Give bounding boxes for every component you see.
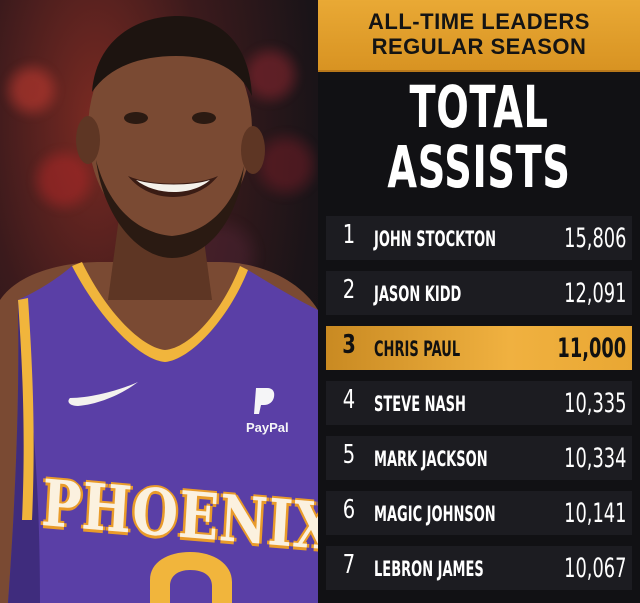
leaderboard-panel: ALL-TIME LEADERS REGULAR SEASON TOTAL AS… <box>318 0 640 603</box>
player-figure <box>0 16 318 603</box>
row-background <box>326 216 632 260</box>
leader-row: 4 STEVE NASH 10,335 <box>318 377 640 429</box>
row-background <box>326 436 632 480</box>
rank-number: 2 <box>342 275 356 305</box>
player-photo: PayPal PHOENIX <box>0 0 318 603</box>
paypal-icon <box>254 388 275 414</box>
title-line-1: TOTAL <box>409 73 549 141</box>
leader-row: 2 JASON KIDD 12,091 <box>318 267 640 319</box>
assist-total: 10,141 <box>563 498 626 529</box>
header-line-1: ALL-TIME LEADERS <box>368 9 590 34</box>
leader-row-highlighted: 3 CHRIS PAUL 11,000 <box>318 322 640 374</box>
player-name: CHRIS PAUL <box>374 337 461 361</box>
assist-total: 12,091 <box>563 278 626 309</box>
player-name: JOHN STOCKTON <box>374 227 497 251</box>
row-background <box>326 491 632 535</box>
row-background <box>326 271 632 315</box>
jersey-text: PHOENIX <box>39 466 318 566</box>
player-name: LEBRON JAMES <box>374 557 484 581</box>
player-name: MARK JACKSON <box>374 447 488 471</box>
assist-total: 15,806 <box>563 223 626 254</box>
player-name: MAGIC JOHNSON <box>374 502 496 526</box>
rank-number: 5 <box>342 440 356 470</box>
assist-total: 10,067 <box>563 553 626 584</box>
row-background <box>326 546 632 590</box>
assist-total: 10,335 <box>563 388 626 419</box>
assist-total: 11,000 <box>557 333 626 364</box>
row-background <box>326 381 632 425</box>
leader-row: 7 LEBRON JAMES 10,067 <box>318 542 640 594</box>
rank-number: 6 <box>342 495 356 525</box>
row-background <box>326 326 632 370</box>
header-banner: ALL-TIME LEADERS REGULAR SEASON <box>318 0 640 72</box>
assist-total: 10,334 <box>563 443 626 474</box>
player-name: STEVE NASH <box>374 392 466 416</box>
player-name: JASON KIDD <box>374 282 462 306</box>
rank-number: 7 <box>342 550 356 580</box>
jersey-wordmark: PHOENIX <box>40 466 318 566</box>
title-line-2: ASSISTS <box>387 133 571 201</box>
sponsor-label: PayPal <box>246 420 289 435</box>
rank-number: 1 <box>342 220 356 250</box>
leader-row: 1 JOHN STOCKTON 15,806 <box>318 212 640 264</box>
header-line-2: REGULAR SEASON <box>371 34 587 59</box>
rank-number: 3 <box>342 330 356 360</box>
leader-row: 6 MAGIC JOHNSON 10,141 <box>318 487 640 539</box>
leader-row: 5 MARK JACKSON 10,334 <box>318 432 640 484</box>
rank-number: 4 <box>342 385 356 415</box>
